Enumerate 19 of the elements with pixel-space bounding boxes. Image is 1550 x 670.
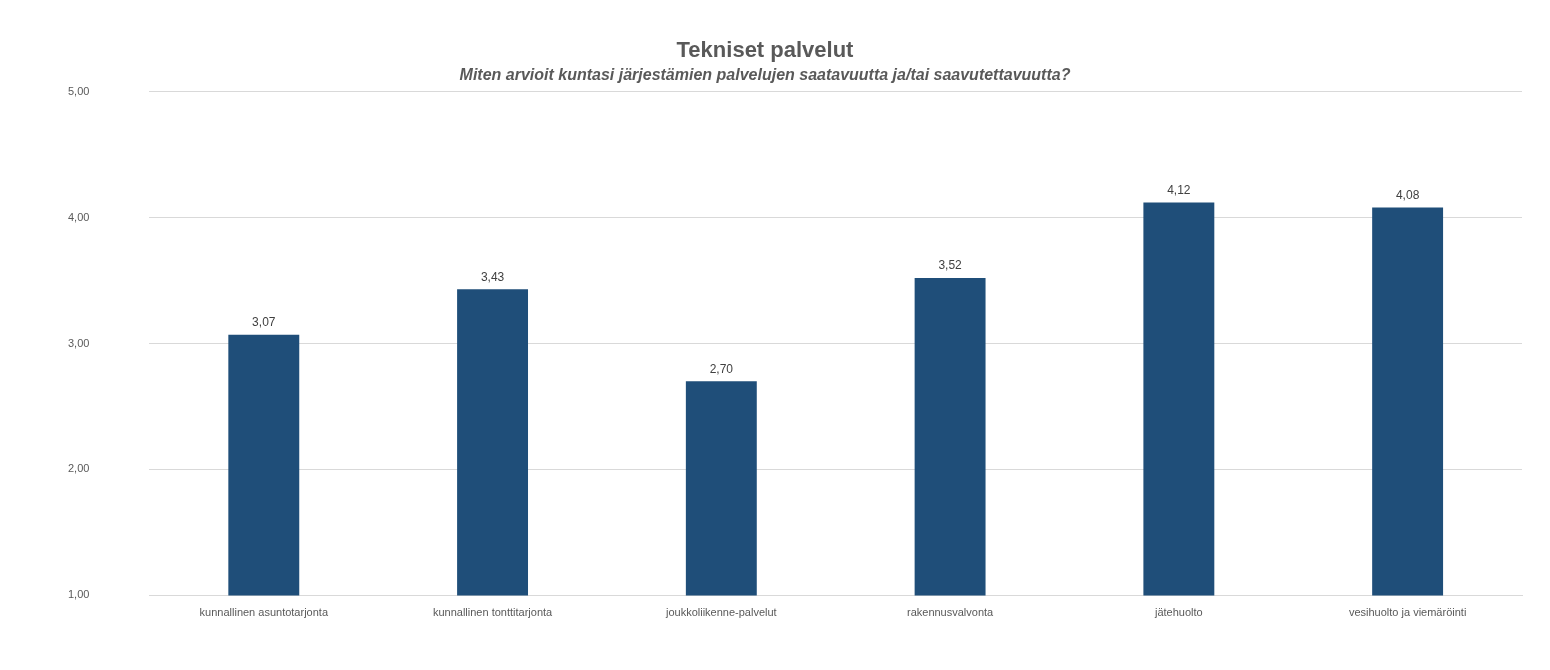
chart-subtitle: Miten arvioit kuntasi järjestämien palvelujen saatavuutta ja/tai saavutettavuutta? [459, 66, 1071, 84]
data-label: 4,12 [1167, 182, 1191, 197]
y-tick-label: 3,00 [67, 336, 90, 349]
x-tick-label: jätehuolto [1153, 606, 1203, 619]
x-tick-label: vesihuolto ja viemäröinti [1348, 606, 1467, 619]
data-label: 3,43 [480, 269, 505, 284]
x-tick-label: rakennusvalvonta [906, 606, 995, 619]
x-tick-label: kunnallinen asuntotarjonta [199, 606, 329, 619]
y-tick-label: 2,00 [67, 462, 90, 475]
data-label: 4,08 [1395, 187, 1420, 202]
y-tick-label: 5,00 [67, 84, 90, 97]
y-tick-label: 1,00 [67, 588, 90, 601]
x-tick-label: kunnallinen tonttitarjonta [432, 606, 554, 619]
x-tick-label: joukkoliikenne-palvelut [664, 606, 777, 619]
data-label: 3,07 [252, 315, 276, 329]
chart-title: Tekniset palvelut [676, 37, 855, 63]
y-tick-label: 4,00 [67, 210, 90, 223]
data-label: 2,70 [709, 361, 734, 376]
data-label: 3,52 [938, 258, 963, 273]
